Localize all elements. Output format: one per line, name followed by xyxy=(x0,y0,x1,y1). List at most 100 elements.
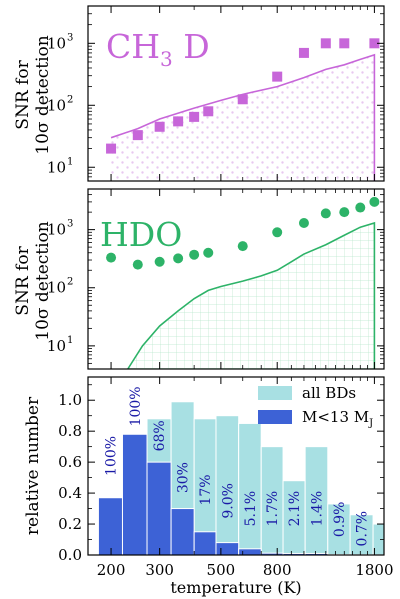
y-tick-exponent: 3 xyxy=(67,219,73,230)
percent-label: 100% xyxy=(103,436,119,476)
y-tick-label: 0.0 xyxy=(58,546,82,564)
panel-hdo-xticks xyxy=(110,189,375,369)
legend-swatch-all xyxy=(258,386,292,400)
y-tick-exponent: 1 xyxy=(67,335,73,346)
data-point xyxy=(173,116,184,127)
panel-hist: 100% 100% 68% 30% 17% 9.0% 5.1% 1.7% 2.1% 1.4% 0.9… xyxy=(23,376,394,597)
panel-hist-bars-lowmass xyxy=(97,433,385,556)
percent-label: 100% xyxy=(128,386,144,426)
panel-hdo-ylabel: SNR for 10σ detection xyxy=(13,221,53,340)
panel-hdo-ylabel-line2: 10σ detection xyxy=(33,221,53,340)
bar-lowmass xyxy=(97,497,123,556)
y-tick-label: 0.8 xyxy=(58,422,82,440)
data-point xyxy=(320,38,331,49)
series-line xyxy=(127,221,376,370)
legend-swatch-lowmass xyxy=(258,410,292,424)
panel-hdo-title: HDO xyxy=(100,215,182,254)
panel-hist-xticks: 200 300 500 800 1800 xyxy=(97,377,394,579)
panel-hist-percent-labels: 100% 100% 68% 30% 17% 9.0% 5.1% 1.7% 2.1% 1.4% 0.9… xyxy=(103,386,370,546)
data-point xyxy=(154,256,165,267)
percent-label: 0.9% xyxy=(332,502,348,538)
x-tick-label: 200 xyxy=(97,561,126,579)
panel-hist-frame xyxy=(87,376,385,556)
bar-lowmass xyxy=(121,433,148,556)
panel-ch3d-fill xyxy=(111,54,375,181)
panel-hdo-ylabel-line1: SNR for xyxy=(13,245,33,315)
y-tick-label: 10 xyxy=(47,34,66,52)
percent-label: 2.1% xyxy=(287,491,303,527)
data-point xyxy=(298,47,309,58)
x-tick-label: 1800 xyxy=(355,561,393,579)
data-point xyxy=(189,111,200,122)
panel-hist-ylabel: relative number xyxy=(23,396,43,535)
y-tick-label: 1.0 xyxy=(58,391,82,409)
panel-hist-yticks: 0.0 0.2 0.4 0.6 0.8 1.0 xyxy=(58,384,384,564)
y-tick-label: 10 xyxy=(47,158,66,176)
panel-ch3d-ylabel: SNR for 10σ detection xyxy=(13,35,53,154)
y-tick-label: 0.6 xyxy=(58,453,82,471)
curve-area xyxy=(111,54,375,181)
x-tick-label: 300 xyxy=(145,561,174,579)
data-point xyxy=(339,38,350,49)
legend-label-lowmass-main: M<13 M xyxy=(302,408,369,426)
panel-ch3d-curve xyxy=(110,53,376,181)
bar-lowmass xyxy=(238,548,262,556)
legend: all BDs M<13 MJ xyxy=(258,384,373,429)
data-point xyxy=(369,196,380,207)
bar-lowmass xyxy=(170,508,195,556)
y-tick-exponent: 2 xyxy=(67,94,73,105)
curve-area xyxy=(127,223,375,369)
data-point xyxy=(339,207,350,218)
panel-ch3d-points xyxy=(106,38,380,154)
y-tick-exponent: 1 xyxy=(67,156,73,167)
percent-label: 1.7% xyxy=(265,491,281,527)
data-point xyxy=(237,94,248,105)
data-point xyxy=(272,71,283,82)
percent-label: 1.4% xyxy=(309,491,325,527)
panel-ch3d-title-end: D xyxy=(173,27,210,66)
data-point xyxy=(320,208,331,219)
legend-label-lowmass: M<13 MJ xyxy=(302,408,373,429)
bar-lowmass xyxy=(146,461,172,556)
y-tick-label: 10 xyxy=(47,96,66,114)
percent-label: 68% xyxy=(152,420,168,451)
legend-label-lowmass-sub: J xyxy=(368,418,373,429)
x-tick-label: 500 xyxy=(207,561,236,579)
percent-label: 0.7% xyxy=(355,511,371,547)
data-point xyxy=(298,218,309,229)
panel-hdo-frame xyxy=(87,188,385,370)
panel-hist-xlabel: temperature (K) xyxy=(170,578,301,597)
percent-label: 9.0% xyxy=(220,483,236,519)
percent-label: 17% xyxy=(198,474,214,505)
bar-lowmass xyxy=(193,531,217,556)
percent-label: 5.1% xyxy=(243,491,259,527)
data-point xyxy=(106,143,117,154)
y-tick-exponent: 2 xyxy=(67,277,73,288)
data-point xyxy=(203,106,214,117)
legend-label-all: all BDs xyxy=(302,384,356,402)
data-point xyxy=(154,121,165,132)
x-tick-label: 800 xyxy=(263,561,292,579)
percent-label: 30% xyxy=(176,462,192,493)
y-tick-label: 10 xyxy=(47,337,66,355)
data-point xyxy=(203,247,214,258)
y-tick-label: 10 xyxy=(47,221,66,239)
data-point xyxy=(173,253,184,264)
data-point xyxy=(355,202,366,213)
bar-all xyxy=(238,422,262,556)
panel-ch3d-frame xyxy=(87,5,385,182)
panel-hdo-curve xyxy=(127,221,376,370)
panel-ch3d-ylabel-line1: SNR for xyxy=(13,59,33,129)
series-line xyxy=(110,53,376,181)
panel-hdo-fill xyxy=(127,223,375,369)
panel-ch3d-title-sub: 3 xyxy=(160,47,173,71)
bar-lowmass xyxy=(215,542,240,556)
panel-hdo-points xyxy=(106,196,380,270)
data-point xyxy=(272,227,283,238)
panel-ch3d-title-main: CH xyxy=(106,27,160,66)
